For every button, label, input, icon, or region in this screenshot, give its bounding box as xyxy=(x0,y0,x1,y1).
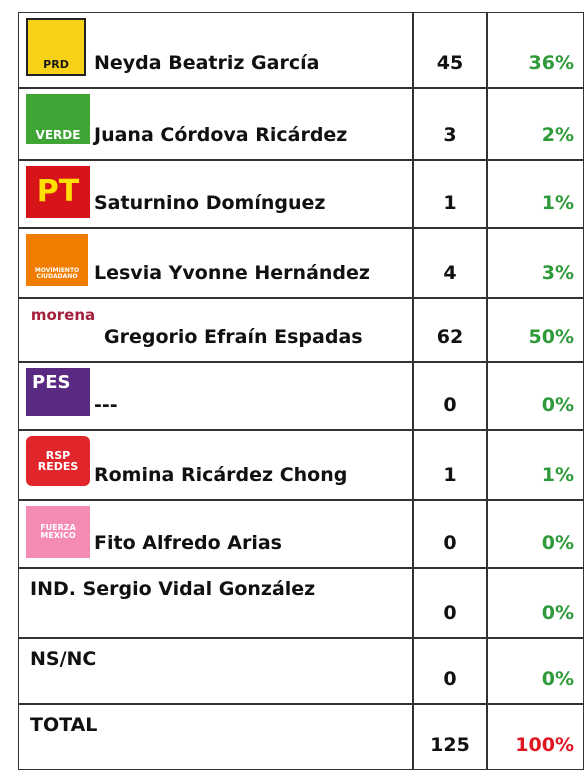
percent: 36% xyxy=(528,52,574,74)
votes: 62 xyxy=(436,326,464,348)
percent: 1% xyxy=(541,192,574,214)
table-cell xyxy=(487,500,584,568)
party-logo: MOVIMIENTO CIUDADANO xyxy=(26,234,88,286)
candidate-name: Neyda Beatriz García xyxy=(94,52,320,74)
table-cell xyxy=(413,298,487,362)
table-cell xyxy=(413,638,487,704)
table-cell xyxy=(18,500,413,568)
party-logo: VERDE xyxy=(26,94,90,144)
percent: 0% xyxy=(541,394,574,416)
candidate-name: Gregorio Efraín Espadas xyxy=(104,326,363,348)
party-logo: RSP REDES xyxy=(26,436,90,486)
table-cell xyxy=(413,88,487,160)
table-cell xyxy=(487,430,584,500)
candidate-name: Lesvia Yvonne Hernández xyxy=(94,262,370,284)
table-cell xyxy=(487,362,584,430)
table-cell xyxy=(413,430,487,500)
votes: 0 xyxy=(443,668,457,690)
votes: 0 xyxy=(443,532,457,554)
candidate-name: IND. Sergio Vidal González xyxy=(30,578,316,600)
party-logo: morena xyxy=(30,305,96,324)
candidate-name: Saturnino Domínguez xyxy=(94,192,326,214)
votes: 0 xyxy=(443,602,457,624)
table-cell xyxy=(413,160,487,228)
percent: 0% xyxy=(541,668,574,690)
table-cell xyxy=(413,228,487,298)
votes: 4 xyxy=(443,262,457,284)
table-cell xyxy=(413,500,487,568)
party-logo: PRD xyxy=(26,18,86,76)
table-cell xyxy=(18,638,413,704)
candidate-name: Romina Ricárdez Chong xyxy=(94,464,348,486)
table-cell xyxy=(18,568,413,638)
percent: 1% xyxy=(541,464,574,486)
percent: 0% xyxy=(541,532,574,554)
votes: 125 xyxy=(430,734,470,756)
votes: 1 xyxy=(443,192,457,214)
votes: 1 xyxy=(443,464,457,486)
candidate-name: --- xyxy=(94,394,118,416)
table-cell xyxy=(413,568,487,638)
table-cell xyxy=(413,362,487,430)
table-cell xyxy=(487,298,584,362)
party-logo: PES xyxy=(26,368,90,416)
table-cell xyxy=(18,228,413,298)
table-cell xyxy=(413,12,487,88)
votes: 3 xyxy=(443,124,457,146)
percent: 100% xyxy=(515,734,574,756)
table-cell xyxy=(487,228,584,298)
party-logo: PT xyxy=(26,166,90,218)
table-cell xyxy=(487,12,584,88)
votes: 0 xyxy=(443,394,457,416)
table-cell xyxy=(487,160,584,228)
party-logo: FUERZA MEXICO xyxy=(26,506,90,558)
table-cell xyxy=(18,430,413,500)
table-cell xyxy=(18,298,413,362)
candidate-name: Juana Córdova Ricárdez xyxy=(94,124,348,146)
table-cell xyxy=(487,88,584,160)
percent: 0% xyxy=(541,602,574,624)
percent: 2% xyxy=(541,124,574,146)
percent: 3% xyxy=(541,262,574,284)
table-cell xyxy=(18,88,413,160)
table-cell xyxy=(487,568,584,638)
votes: 45 xyxy=(436,52,464,74)
percent: 50% xyxy=(528,326,574,348)
candidate-name: NS/NC xyxy=(30,648,97,670)
table-cell xyxy=(487,638,584,704)
table-cell xyxy=(18,12,413,88)
candidate-name: Fito Alfredo Arias xyxy=(94,532,282,554)
table-cell xyxy=(18,160,413,228)
table-cell xyxy=(18,362,413,430)
candidate-name: TOTAL xyxy=(30,714,98,736)
